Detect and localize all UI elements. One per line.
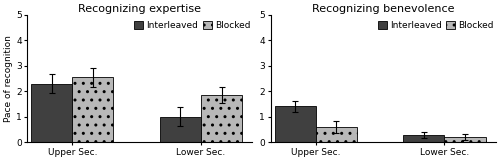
Bar	[444, 137, 486, 142]
Bar	[201, 95, 242, 142]
Bar	[160, 117, 201, 142]
Legend: Interleaved, Blocked: Interleaved, Blocked	[132, 19, 252, 32]
Y-axis label: Pace of recognition: Pace of recognition	[4, 35, 13, 122]
Bar	[274, 106, 316, 142]
Bar	[403, 135, 444, 142]
Title: Recognizing expertise: Recognizing expertise	[78, 4, 202, 14]
Legend: Interleaved, Blocked: Interleaved, Blocked	[376, 19, 496, 32]
Bar	[72, 77, 114, 142]
Bar	[31, 84, 72, 142]
Title: Recognizing benevolence: Recognizing benevolence	[312, 4, 454, 14]
Bar	[316, 127, 357, 142]
